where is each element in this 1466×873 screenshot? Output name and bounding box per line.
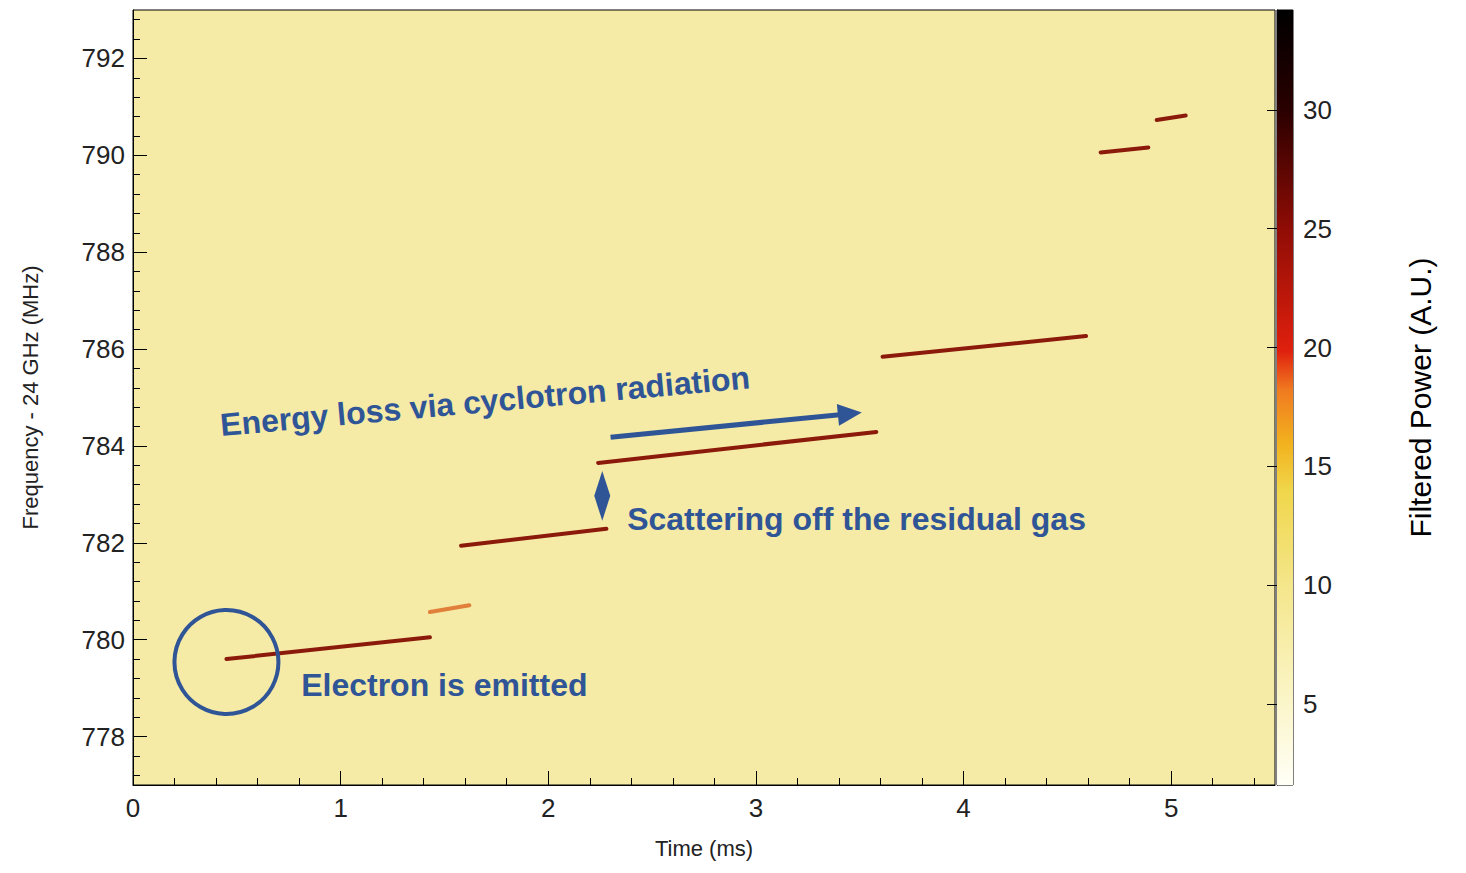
svg-text:Scattering off the residual ga: Scattering off the residual gas: [627, 501, 1086, 537]
svg-text:Energy loss via cyclotron radi: Energy loss via cyclotron radiation: [219, 359, 752, 443]
svg-text:1: 1: [333, 793, 347, 823]
svg-text:20: 20: [1303, 333, 1332, 363]
svg-text:15: 15: [1303, 451, 1332, 481]
svg-text:Filtered Power (A.U.): Filtered Power (A.U.): [1404, 257, 1437, 537]
svg-text:792: 792: [82, 43, 125, 73]
svg-text:788: 788: [82, 237, 125, 267]
svg-text:778: 778: [82, 722, 125, 752]
svg-text:2: 2: [541, 793, 555, 823]
svg-text:Time (ms): Time (ms): [655, 836, 753, 861]
svg-text:780: 780: [82, 625, 125, 655]
svg-text:5: 5: [1303, 689, 1317, 719]
svg-text:Electron is emitted: Electron is emitted: [301, 667, 587, 703]
svg-text:4: 4: [956, 793, 970, 823]
svg-text:5: 5: [1164, 793, 1178, 823]
svg-text:786: 786: [82, 334, 125, 364]
svg-text:10: 10: [1303, 570, 1332, 600]
svg-text:782: 782: [82, 528, 125, 558]
svg-text:0: 0: [126, 793, 140, 823]
svg-text:25: 25: [1303, 214, 1332, 244]
svg-text:784: 784: [82, 431, 125, 461]
svg-text:3: 3: [749, 793, 763, 823]
svg-text:30: 30: [1303, 95, 1332, 125]
svg-text:Frequency - 24 GHz (MHz): Frequency - 24 GHz (MHz): [18, 265, 43, 529]
svg-text:790: 790: [82, 140, 125, 170]
